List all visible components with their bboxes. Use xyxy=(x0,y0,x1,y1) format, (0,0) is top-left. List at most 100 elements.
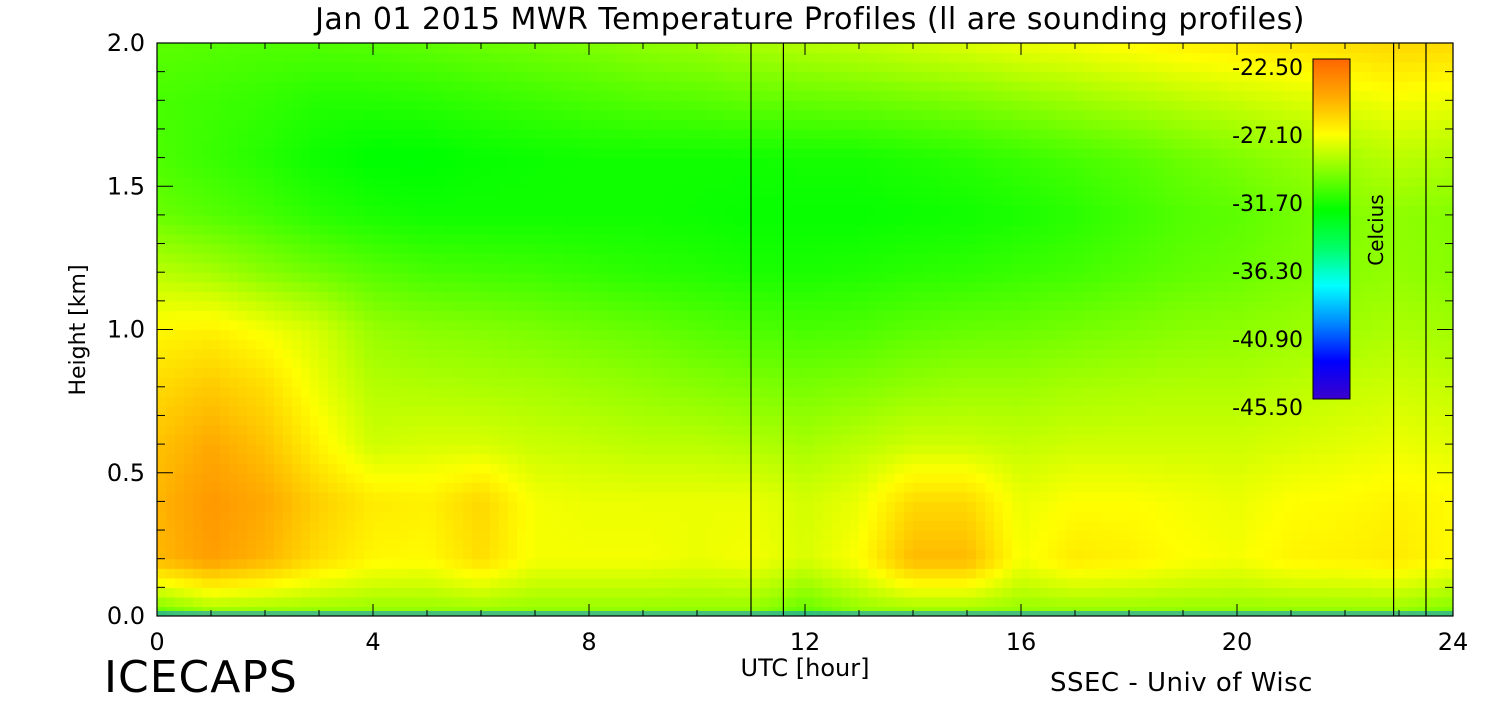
heatmap-cell xyxy=(472,348,482,359)
heatmap-cell xyxy=(1201,329,1211,340)
heatmap-cell xyxy=(1030,396,1040,407)
heatmap-cell xyxy=(670,300,680,311)
heatmap-cell xyxy=(1390,367,1400,378)
heatmap-cell xyxy=(1075,425,1085,436)
heatmap-cell xyxy=(1111,491,1121,502)
heatmap-cell xyxy=(1237,549,1247,560)
heatmap-cell xyxy=(814,291,824,302)
heatmap-cell xyxy=(400,300,410,311)
heatmap-cell xyxy=(1174,405,1184,417)
heatmap-cell xyxy=(1390,310,1400,321)
heatmap-cell xyxy=(301,539,311,550)
heatmap-cell xyxy=(1111,377,1121,388)
heatmap-cell xyxy=(769,386,779,397)
heatmap-cell xyxy=(1219,520,1229,531)
heatmap-cell xyxy=(1021,358,1031,369)
heatmap-cell xyxy=(760,472,770,483)
heatmap-cell xyxy=(886,453,896,464)
heatmap-cell xyxy=(1039,291,1049,302)
heatmap-cell xyxy=(211,300,221,311)
heatmap-cell xyxy=(328,482,338,493)
heatmap-cell xyxy=(301,386,311,397)
heatmap-cell xyxy=(787,396,797,407)
heatmap-cell xyxy=(517,415,527,426)
heatmap-cell xyxy=(751,310,761,321)
heatmap-cell xyxy=(211,367,221,378)
heatmap-cell xyxy=(544,596,554,608)
heatmap-cell xyxy=(166,520,176,531)
heatmap-cell xyxy=(1219,558,1229,569)
heatmap-cell xyxy=(517,329,527,340)
heatmap-cell xyxy=(1183,520,1193,531)
heatmap-cell xyxy=(589,396,599,407)
heatmap-cell xyxy=(265,396,275,407)
heatmap-cell xyxy=(994,453,1004,464)
heatmap-cell xyxy=(1192,339,1202,350)
heatmap-cell xyxy=(1426,549,1436,560)
heatmap-cell xyxy=(1066,300,1076,311)
heatmap-cell xyxy=(967,472,977,483)
heatmap-cell xyxy=(1327,549,1337,560)
heatmap-cell xyxy=(1156,377,1166,388)
heatmap-cell xyxy=(220,367,230,378)
heatmap-cell xyxy=(310,482,320,493)
heatmap-cell xyxy=(175,520,185,531)
heatmap-cell xyxy=(931,520,941,531)
heatmap-cell xyxy=(733,596,743,608)
heatmap-cell xyxy=(445,358,455,369)
heatmap-cell xyxy=(652,510,662,522)
heatmap-cell xyxy=(1237,539,1247,550)
heatmap-cell xyxy=(868,501,878,512)
heatmap-cell xyxy=(850,425,860,436)
heatmap-cell xyxy=(886,530,896,541)
heatmap-cell xyxy=(499,377,509,388)
heatmap-cell xyxy=(337,358,347,369)
heatmap-cell xyxy=(1390,549,1400,560)
heatmap-cell xyxy=(589,291,599,302)
heatmap-cell xyxy=(634,520,644,531)
heatmap-cell xyxy=(607,396,617,407)
heatmap-cell xyxy=(409,549,419,560)
heatmap-cell xyxy=(1021,377,1031,388)
heatmap-cell xyxy=(1012,482,1022,493)
heatmap-cell xyxy=(760,396,770,407)
heatmap-cell xyxy=(1138,319,1148,331)
heatmap-cell xyxy=(1309,568,1319,579)
heatmap-cell xyxy=(400,339,410,350)
heatmap-cell xyxy=(958,319,968,331)
heatmap-cell xyxy=(1111,405,1121,417)
heatmap-cell xyxy=(1066,453,1076,464)
heatmap-cell xyxy=(1300,319,1310,331)
heatmap-cell xyxy=(292,501,302,512)
heatmap-cell xyxy=(283,281,293,292)
heatmap-cell xyxy=(1003,386,1013,397)
heatmap-cell xyxy=(877,472,887,483)
heatmap-cell xyxy=(940,310,950,321)
heatmap-cell xyxy=(760,300,770,311)
heatmap-cell xyxy=(382,348,392,359)
heatmap-cell xyxy=(211,291,221,302)
heatmap-cell xyxy=(1363,568,1373,579)
heatmap-cell xyxy=(733,405,743,417)
heatmap-cell xyxy=(283,367,293,378)
heatmap-cell xyxy=(922,339,932,350)
heatmap-cell xyxy=(985,310,995,321)
heatmap-cell xyxy=(1273,367,1283,378)
heatmap-cell xyxy=(868,300,878,311)
heatmap-cell xyxy=(346,520,356,531)
heatmap-cell xyxy=(553,577,563,588)
heatmap-cell xyxy=(1444,348,1453,359)
heatmap-cell xyxy=(292,568,302,579)
heatmap-cell xyxy=(841,386,851,397)
heatmap-cell xyxy=(580,520,590,531)
heatmap-cell xyxy=(832,463,842,474)
heatmap-cell xyxy=(454,358,464,369)
heatmap-cell xyxy=(355,425,365,436)
heatmap-cell xyxy=(931,453,941,464)
heatmap-cell xyxy=(1210,425,1220,436)
heatmap-cell xyxy=(427,339,437,350)
heatmap-cell xyxy=(1372,405,1382,417)
heatmap-cell xyxy=(1255,510,1265,522)
heatmap-cell xyxy=(751,415,761,426)
heatmap-cell xyxy=(679,386,689,397)
